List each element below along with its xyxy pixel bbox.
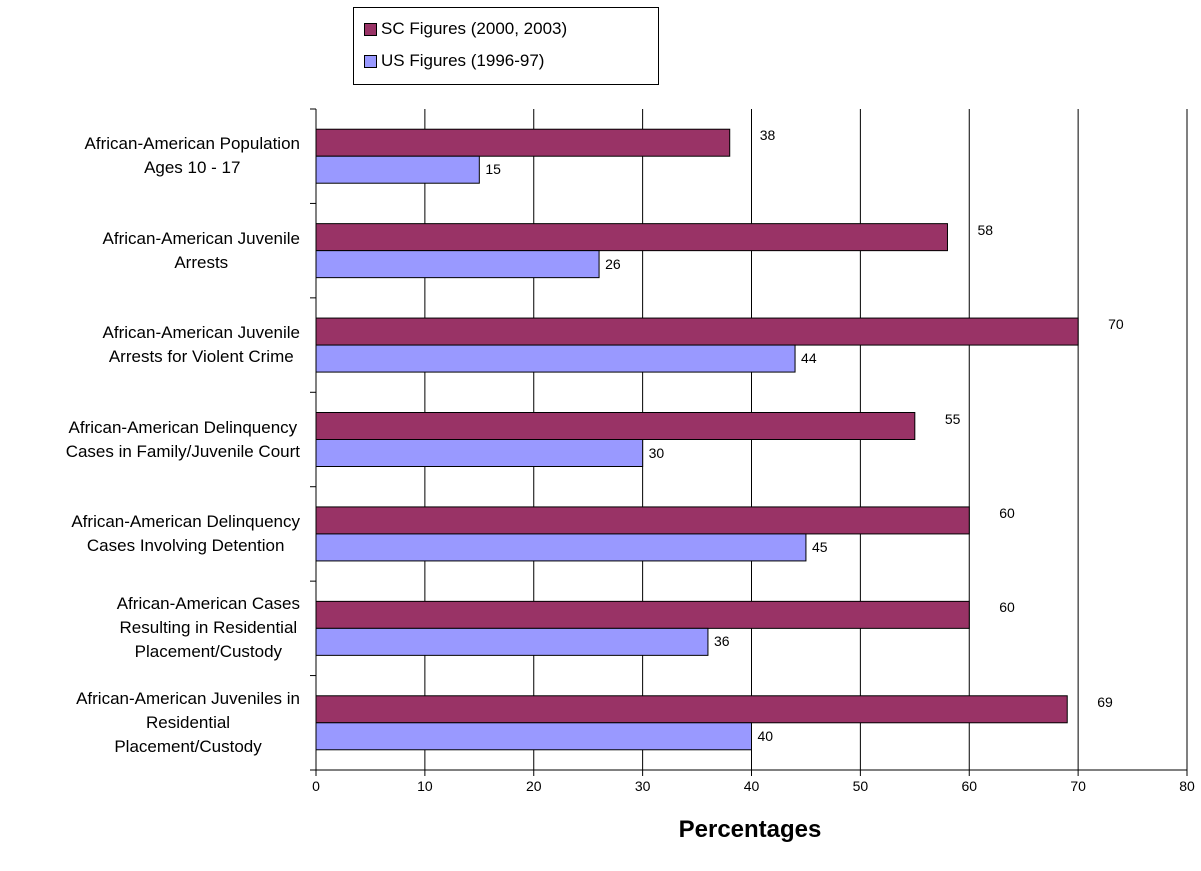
legend-label-sc: SC Figures (2000, 2003)	[381, 19, 568, 38]
legend: SC Figures (2000, 2003) US Figures (1996…	[353, 7, 659, 85]
category-label-4: African-American Delinquency Cases Involv…	[71, 510, 300, 558]
category-label-line: African-American Juvenile	[102, 228, 300, 248]
legend-item-us: US Figures (1996-97)	[364, 46, 544, 76]
bar-sc-3	[315, 412, 916, 440]
x-tick-label-70: 70	[1070, 778, 1086, 794]
data-label-us-2: 44	[801, 350, 817, 367]
category-label-1: African-American Juvenile Arrests	[103, 227, 300, 275]
bar-us-5	[315, 627, 709, 656]
category-label-line: Arrests for Violent Crime	[108, 347, 294, 367]
data-label-us-6: 40	[757, 727, 774, 744]
category-label-line: African-American Cases	[116, 594, 300, 614]
bar-us-6	[315, 722, 752, 751]
category-label-line: African-American Delinquency	[71, 511, 300, 531]
x-tick-label-30: 30	[634, 778, 651, 794]
category-label-2: African-American Juvenile Arrests for Vio…	[103, 321, 300, 369]
data-label-sc-0: 38	[759, 127, 776, 144]
data-label-us-3: 30	[648, 444, 665, 461]
x-tick-label-60: 60	[961, 778, 978, 794]
bar-sc-6	[315, 695, 1068, 724]
category-label-line: African-American Population	[84, 134, 300, 154]
x-tick-label-10: 10	[417, 778, 433, 794]
data-label-sc-4: 60	[999, 504, 1015, 521]
category-label-6: African-American Juveniles in Residential…	[76, 687, 300, 759]
category-label-5: African-American Cases Resulting in Resid…	[117, 592, 300, 664]
data-label-sc-1: 58	[977, 221, 994, 238]
category-label-line: Resulting in Residential	[119, 618, 298, 638]
x-tick-label-20: 20	[525, 778, 542, 794]
data-label-us-0: 15	[485, 161, 501, 178]
bar-sc-4	[315, 506, 970, 535]
data-label-us-5: 36	[713, 633, 730, 650]
bar-sc-5	[315, 600, 970, 629]
data-label-us-4: 45	[811, 538, 828, 555]
bar-us-4	[315, 533, 807, 562]
category-label-line: Placement/Custody	[114, 736, 262, 756]
bar-us-0	[315, 155, 480, 184]
data-label-us-1: 26	[605, 255, 621, 272]
legend-swatch-us	[364, 54, 377, 68]
bar-us-2	[315, 344, 796, 373]
bar-sc-0	[315, 128, 731, 157]
category-label-line: African-American Juveniles in	[76, 688, 300, 708]
bar-sc-2	[315, 317, 1079, 346]
category-label-3: African-American Delinquency Cases in Fam…	[66, 416, 300, 464]
legend-item-sc: SC Figures (2000, 2003)	[364, 14, 567, 44]
category-label-line: Cases Involving Detention	[86, 535, 285, 555]
data-label-sc-2: 70	[1108, 316, 1124, 333]
x-tick-label-80: 80	[1179, 778, 1195, 794]
category-label-line: Ages 10 - 17	[144, 158, 241, 178]
category-label-line: Arrests	[174, 252, 229, 272]
x-axis-title: Percentages	[678, 816, 822, 843]
category-label-line: Cases in Family/Juvenile Court	[65, 441, 300, 461]
x-tick-label-40: 40	[743, 778, 760, 794]
category-label-line: Residential	[145, 712, 231, 732]
data-label-sc-3: 55	[944, 410, 961, 427]
category-label-line: Placement/Custody	[134, 642, 283, 662]
legend-label-us: US Figures (1996-97)	[381, 51, 545, 70]
data-label-sc-6: 69	[1097, 693, 1113, 710]
legend-swatch-sc	[364, 22, 377, 36]
data-label-sc-5: 60	[999, 599, 1015, 616]
category-label-line: African-American Delinquency	[68, 417, 298, 437]
x-tick-label-0: 0	[312, 778, 320, 794]
bar-us-1	[315, 250, 600, 279]
category-label-0: African-American Population Ages 10 - 17	[85, 132, 300, 180]
category-label-line: African-American Juvenile	[102, 323, 300, 343]
bar-us-3	[315, 439, 644, 467]
x-tick-label-50: 50	[852, 778, 869, 794]
bar-sc-1	[315, 223, 948, 252]
